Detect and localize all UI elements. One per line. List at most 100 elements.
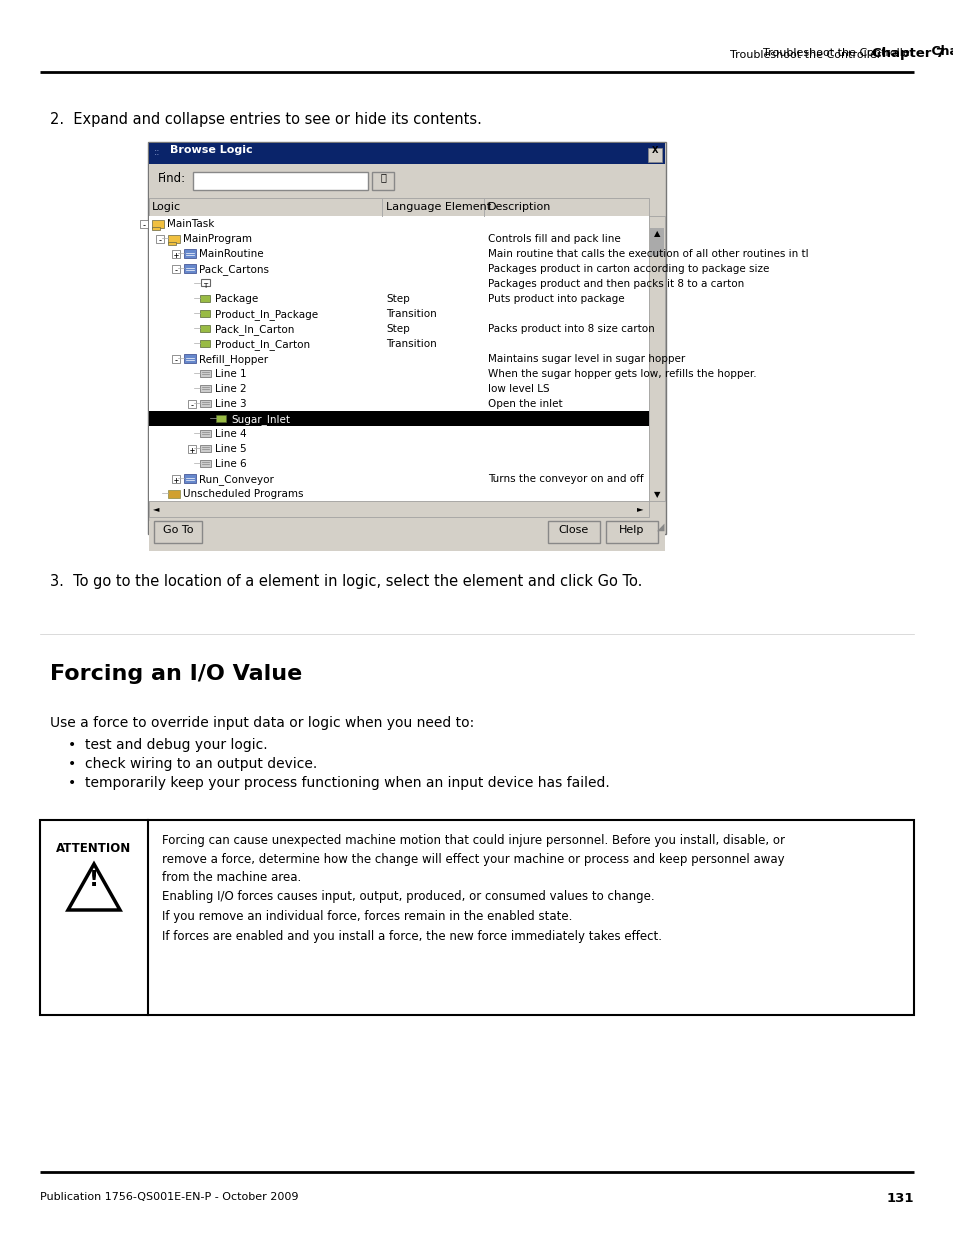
Bar: [168, 490, 180, 498]
Bar: [149, 501, 648, 517]
Text: Open the inlet: Open the inlet: [488, 399, 562, 409]
Text: •  temporarily keep your process functioning when an input device has failed.: • temporarily keep your process function…: [68, 776, 609, 790]
Text: Step: Step: [386, 294, 410, 304]
Bar: [647, 148, 661, 162]
Bar: [168, 242, 175, 245]
Bar: [149, 411, 648, 426]
Text: -: -: [157, 236, 162, 245]
Bar: [200, 295, 210, 303]
Text: Main routine that calls the execution of all other routines in tl: Main routine that calls the execution of…: [488, 249, 808, 259]
Text: +: +: [173, 475, 178, 485]
Text: Line 2: Line 2: [214, 384, 247, 394]
Bar: [372, 172, 394, 190]
Bar: [547, 521, 599, 543]
Text: ::: ::: [153, 147, 160, 157]
Text: Maintains sugar level in sugar hopper: Maintains sugar level in sugar hopper: [488, 354, 684, 364]
Bar: [648, 216, 664, 501]
Bar: [40, 820, 913, 1015]
Bar: [184, 474, 195, 483]
Text: ▲: ▲: [653, 228, 659, 238]
Text: Close: Close: [558, 525, 589, 535]
Bar: [149, 143, 664, 164]
Bar: [149, 216, 648, 501]
Bar: [148, 142, 665, 534]
Text: Unscheduled Programs: Unscheduled Programs: [183, 489, 303, 499]
Text: When the sugar hopper gets low, refills the hopper.: When the sugar hopper gets low, refills …: [488, 369, 756, 379]
Text: Packages product and then packs it 8 to a carton: Packages product and then packs it 8 to …: [488, 279, 743, 289]
Text: -: -: [190, 401, 194, 410]
Bar: [200, 430, 211, 437]
Text: Packs product into 8 size carton: Packs product into 8 size carton: [488, 324, 654, 333]
Bar: [200, 385, 211, 391]
Text: -: -: [173, 356, 178, 366]
Text: Chapter 7: Chapter 7: [871, 47, 944, 61]
Text: Product_In_Package: Product_In_Package: [214, 309, 317, 320]
Bar: [200, 340, 210, 347]
Text: Enabling I/O forces causes input, output, produced, or consumed values to change: Enabling I/O forces causes input, output…: [162, 890, 654, 903]
Text: Go To: Go To: [163, 525, 193, 535]
Text: -: -: [141, 221, 147, 230]
Text: Step: Step: [386, 324, 410, 333]
Bar: [201, 279, 210, 287]
Bar: [184, 264, 195, 273]
Text: Chapter 7: Chapter 7: [913, 44, 953, 58]
Polygon shape: [68, 864, 120, 910]
Text: +: +: [190, 446, 194, 454]
Text: ▼: ▼: [653, 490, 659, 499]
Text: Package: Package: [214, 294, 258, 304]
Text: low level LS: low level LS: [488, 384, 549, 394]
Text: Use a force to override input data or logic when you need to:: Use a force to override input data or lo…: [50, 716, 474, 730]
Bar: [168, 235, 180, 243]
Text: Pack_Cartons: Pack_Cartons: [199, 264, 269, 275]
Bar: [193, 172, 368, 190]
Bar: [605, 521, 658, 543]
Text: Line 4: Line 4: [214, 429, 247, 438]
Text: •  check wiring to an output device.: • check wiring to an output device.: [68, 757, 317, 771]
Text: MainTask: MainTask: [167, 219, 214, 228]
Text: Pack_In_Carton: Pack_In_Carton: [214, 324, 294, 335]
Text: Transition: Transition: [386, 309, 436, 319]
Text: Sugar_Inlet: Sugar_Inlet: [231, 414, 290, 425]
Text: +: +: [173, 251, 178, 261]
Text: Forcing can cause unexpected machine motion that could injure personnel. Before : Forcing can cause unexpected machine mot…: [162, 834, 784, 884]
Text: Product_In_Carton: Product_In_Carton: [214, 338, 310, 350]
Text: •  test and debug your logic.: • test and debug your logic.: [68, 739, 268, 752]
Text: Publication 1756-QS001E-EN-P - October 2009: Publication 1756-QS001E-EN-P - October 2…: [40, 1192, 298, 1202]
Bar: [172, 354, 180, 363]
Text: Controls fill and pack line: Controls fill and pack line: [488, 233, 620, 245]
Text: Line 6: Line 6: [214, 459, 247, 469]
Bar: [140, 220, 148, 228]
Bar: [649, 228, 663, 256]
Text: MainProgram: MainProgram: [183, 233, 252, 245]
Text: Line 5: Line 5: [214, 445, 247, 454]
Text: 🔍: 🔍: [379, 172, 386, 182]
Bar: [172, 475, 180, 483]
Bar: [188, 445, 195, 453]
Text: -: -: [173, 266, 178, 275]
Text: MainRoutine: MainRoutine: [199, 249, 263, 259]
Bar: [153, 521, 202, 543]
Text: Description: Description: [488, 203, 551, 212]
Text: Browse Logic: Browse Logic: [170, 144, 253, 156]
Bar: [149, 198, 664, 216]
Text: 131: 131: [885, 1192, 913, 1205]
Bar: [149, 164, 664, 198]
Text: T: T: [203, 283, 207, 289]
Text: Line 1: Line 1: [214, 369, 247, 379]
Bar: [200, 370, 211, 377]
Text: ►: ►: [636, 504, 642, 513]
Bar: [200, 459, 211, 467]
Text: If forces are enabled and you install a force, the new force immediately takes e: If forces are enabled and you install a …: [162, 930, 661, 944]
Bar: [200, 445, 211, 452]
Bar: [172, 249, 180, 258]
Text: Run_Conveyor: Run_Conveyor: [199, 474, 274, 485]
Bar: [149, 198, 648, 216]
Text: 2.  Expand and collapse entries to see or hide its contents.: 2. Expand and collapse entries to see or…: [50, 112, 481, 127]
Text: Line 3: Line 3: [214, 399, 247, 409]
Text: Logic: Logic: [152, 203, 181, 212]
Text: Troubleshoot the Controller: Troubleshoot the Controller: [729, 49, 881, 61]
Bar: [152, 220, 164, 228]
Bar: [200, 400, 211, 408]
Bar: [172, 266, 180, 273]
Text: Turns the conveyor on and off: Turns the conveyor on and off: [488, 474, 643, 484]
